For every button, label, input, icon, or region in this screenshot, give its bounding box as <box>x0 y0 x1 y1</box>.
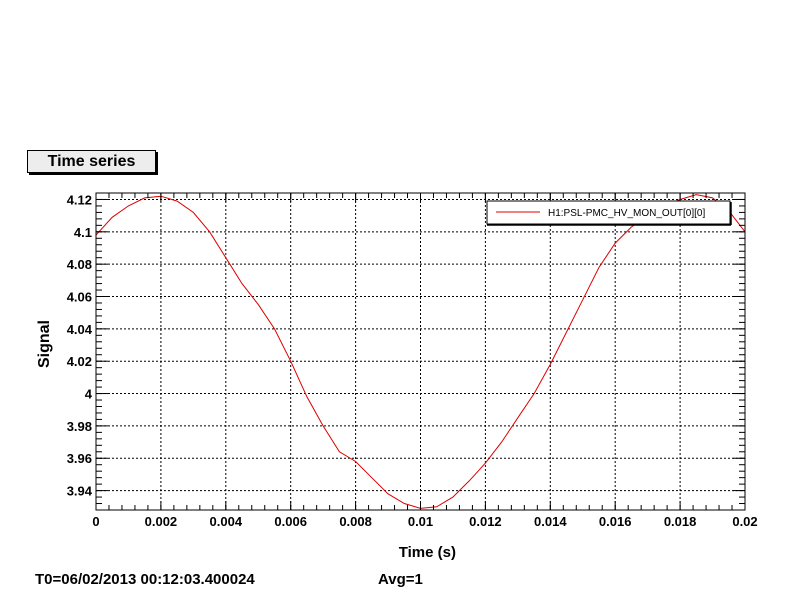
x-tick-label: 0.004 <box>210 514 243 529</box>
x-axis-label: Time (s) <box>399 544 456 561</box>
y-axis-label: Signal <box>36 320 53 368</box>
legend-box <box>486 200 731 225</box>
y-tick-label: 4.1 <box>74 225 92 240</box>
axis-ticks <box>95 192 746 510</box>
legend: H1:PSL-PMC_HV_MON_OUT[0][0] <box>486 200 732 226</box>
y-tick-label: 3.98 <box>67 419 92 434</box>
y-tick-labels: 3.94 3.96 3.98 4 4.02 4.04 4.06 4.08 4.1 4.12 <box>67 192 93 498</box>
x-tick-label: 0.002 <box>145 514 178 529</box>
y-tick-label: 3.94 <box>67 484 93 499</box>
x-tick-label: 0 <box>92 514 99 529</box>
grid <box>96 193 745 510</box>
average-count: Avg=1 <box>378 571 423 588</box>
y-tick-label: 4.02 <box>67 354 92 369</box>
x-tick-label: 0.016 <box>599 514 632 529</box>
t0-timestamp: T0=06/02/2013 00:12:03.400024 <box>35 571 255 588</box>
x-tick-label: 0.018 <box>664 514 697 529</box>
y-tick-label: 4 <box>85 387 93 402</box>
x-tick-labels: 0 0.002 0.004 0.006 0.008 0.01 0.012 0.014 0.016… <box>92 514 757 529</box>
y-tick-label: 4.08 <box>67 257 92 272</box>
y-tick-label: 3.96 <box>67 451 92 466</box>
chart-title: Time series <box>27 150 156 173</box>
x-tick-label: 0.01 <box>408 514 433 529</box>
x-tick-label: 0.006 <box>274 514 307 529</box>
y-tick-label: 4.12 <box>67 192 92 207</box>
x-tick-label: 0.008 <box>339 514 372 529</box>
y-tick-label: 4.04 <box>67 322 93 337</box>
x-tick-label: 0.02 <box>732 514 757 529</box>
x-tick-label: 0.012 <box>469 514 502 529</box>
legend-label: H1:PSL-PMC_HV_MON_OUT[0][0] <box>548 208 705 219</box>
y-tick-label: 4.06 <box>67 290 92 305</box>
x-tick-label: 0.014 <box>534 514 567 529</box>
